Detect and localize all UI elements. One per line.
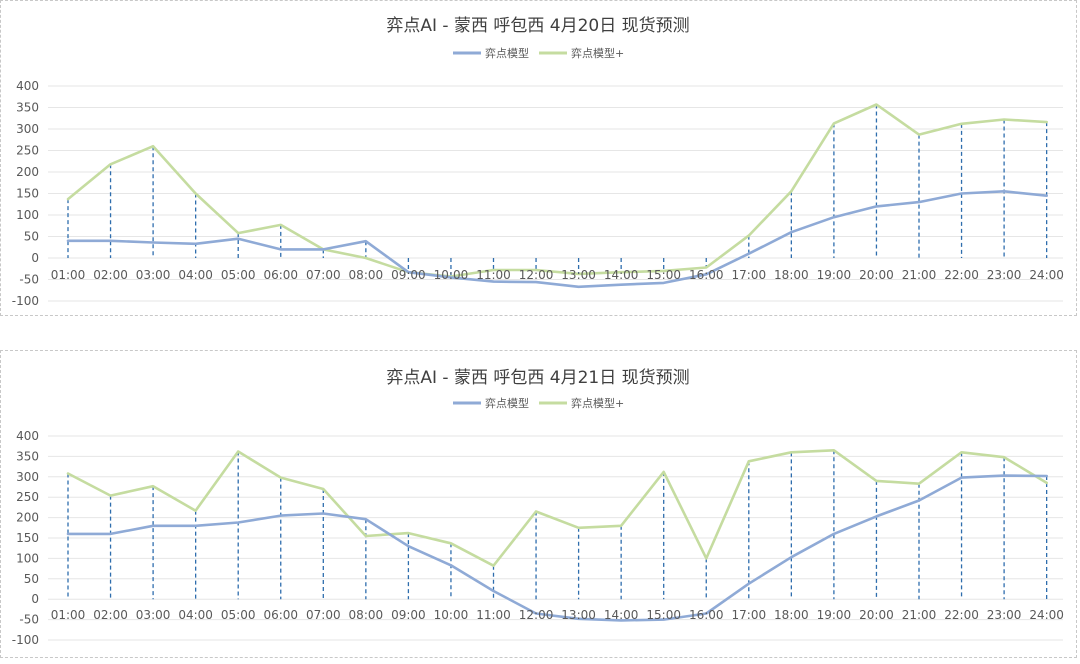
y-tick-label: 50 [24,230,39,244]
x-tick-label: 16:00 [689,268,724,282]
x-tick-label: 10:00 [434,608,469,622]
y-tick-label: 350 [16,101,39,115]
x-tick-label: 09:00 [391,268,426,282]
x-tick-label: 14:00 [604,608,639,622]
x-tick-label: 10:00 [434,268,469,282]
x-tick-label: 02:00 [93,268,128,282]
x-tick-label: 11:00 [476,268,511,282]
x-tick-label: 18:00 [774,268,809,282]
x-tick-label: 06:00 [263,268,298,282]
y-tick-label: 250 [16,144,39,158]
chart-panel-apr20: 弈点AI - 蒙西 呼包西 4月20日 现货预测弈点模型 弈点模型+ 400 350 3… [0,0,1077,316]
legend-label: 弈点模型+ [571,396,624,410]
x-tick-label: 17:00 [732,608,767,622]
y-tick-label: 300 [16,470,39,484]
x-tick-label: 16:00 [689,608,724,622]
legend-label: 弈点模型+ [571,46,624,60]
y-tick-label: 100 [16,208,39,222]
y-tick-label: 200 [16,511,39,525]
chart-title: 弈点AI - 蒙西 呼包西 4月20日 现货预测 [386,16,689,36]
y-tick-label: 0 [31,592,39,606]
x-tick-label: 22:00 [944,268,979,282]
x-tick-label: 07:00 [306,608,341,622]
x-tick-label: 19:00 [817,268,852,282]
chart-panel-apr21: 弈点AI - 蒙西 呼包西 4月21日 现货预测弈点模型 弈点模型+ 400 350 3… [0,350,1077,658]
x-tick-label: 20:00 [859,268,894,282]
x-tick-label: 22:00 [944,608,979,622]
x-tick-label: 17:00 [732,268,767,282]
x-tick-label: 11:00 [476,608,511,622]
y-tick-label: -50 [19,613,39,627]
x-tick-label: 24:00 [1029,608,1064,622]
x-tick-label: 05:00 [221,608,256,622]
x-tick-label: 23:00 [987,268,1022,282]
chart-title: 弈点AI - 蒙西 呼包西 4月21日 现货预测 [386,368,689,388]
y-tick-label: -100 [12,294,39,308]
y-tick-label: 150 [16,187,39,201]
x-tick-label: 15:00 [646,608,681,622]
y-tick-label: 350 [16,449,39,463]
y-tick-label: 200 [16,165,39,179]
y-tick-label: 0 [31,251,39,265]
x-tick-label: 03:00 [136,268,171,282]
x-tick-label: 08:00 [349,268,384,282]
x-tick-label: 08:00 [349,608,384,622]
x-tick-label: 01:00 [51,608,86,622]
x-tick-label: 13:00 [561,268,596,282]
x-tick-label: 04:00 [178,268,213,282]
series-line-model-plus [66,103,1048,278]
y-tick-label: 400 [16,429,39,443]
y-tick-label: -50 [19,273,39,287]
x-tick-label: 05:00 [221,268,256,282]
y-tick-label: 50 [24,572,39,586]
x-tick-label: 23:00 [987,608,1022,622]
x-tick-label: 04:00 [178,608,213,622]
x-tick-label: 02:00 [93,608,128,622]
x-tick-label: 19:00 [817,608,852,622]
y-tick-label: -100 [12,633,39,647]
y-tick-label: 250 [16,490,39,504]
x-tick-label: 12:00 [519,268,554,282]
x-tick-label: 24:00 [1029,268,1064,282]
series-line-model-plus [66,449,1048,567]
x-tick-label: 14:00 [604,268,639,282]
y-tick-label: 100 [16,551,39,565]
x-tick-label: 09:00 [391,608,426,622]
x-tick-label: 15:00 [646,268,681,282]
y-tick-label: 150 [16,531,39,545]
y-tick-label: 300 [16,122,39,136]
x-tick-label: 06:00 [263,608,298,622]
x-tick-label: 12:00 [519,608,554,622]
x-tick-label: 03:00 [136,608,171,622]
series-line-model [66,190,1048,289]
x-tick-label: 13:00 [561,608,596,622]
legend-label: 弈点模型 [485,396,529,410]
legend-label: 弈点模型 [485,46,529,60]
y-tick-label: 400 [16,79,39,93]
x-tick-label: 18:00 [774,608,809,622]
x-tick-label: 20:00 [859,608,894,622]
x-tick-label: 01:00 [51,268,86,282]
x-tick-label: 07:00 [306,268,341,282]
x-tick-label: 21:00 [902,268,937,282]
x-tick-label: 21:00 [902,608,937,622]
series-line-model [66,474,1048,622]
